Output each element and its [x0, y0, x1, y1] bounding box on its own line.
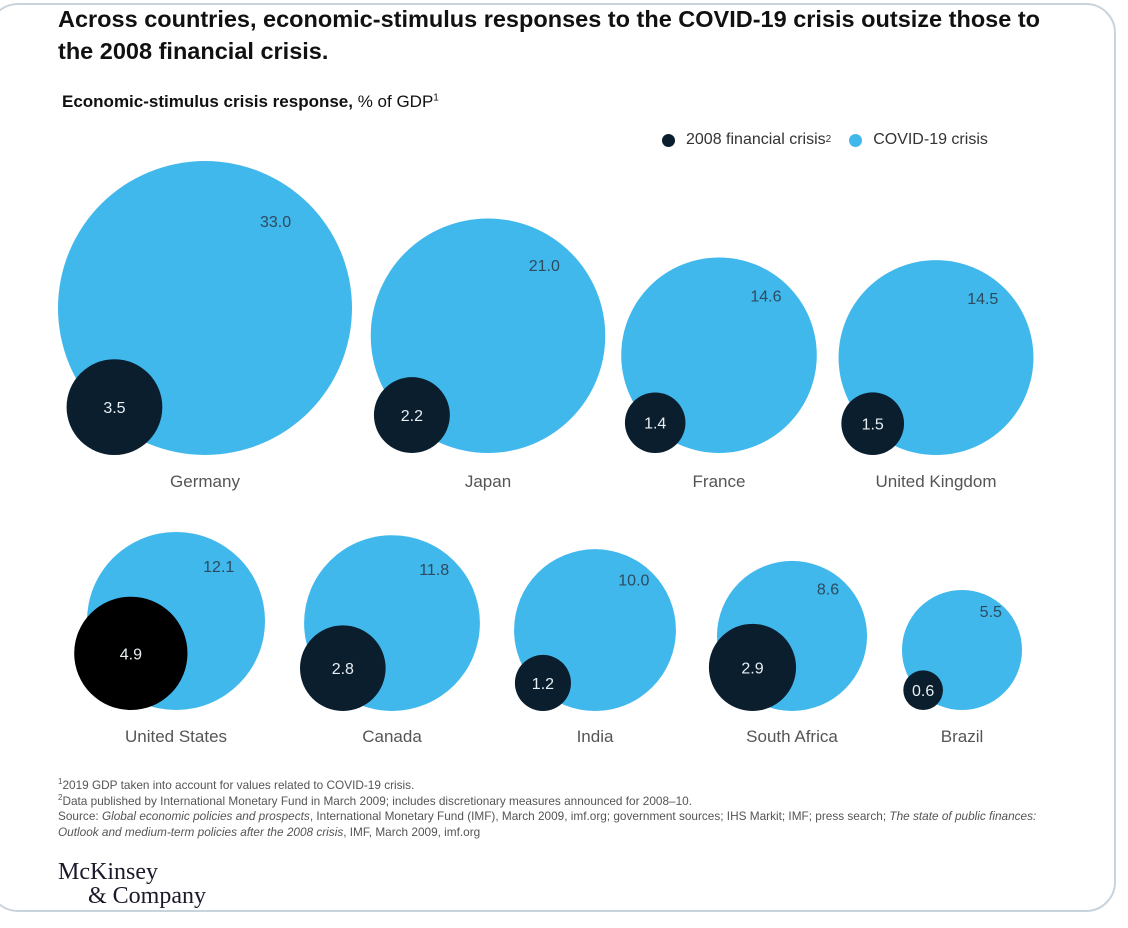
fin2008-bubble-india [514, 654, 571, 711]
footnote-1-marker: 1 [58, 777, 63, 787]
country-label-india: India [577, 727, 614, 746]
country-label-united-states: United States [125, 727, 227, 746]
subtitle-unit: % of GDP [352, 92, 434, 111]
fin2008-value-label-india: 1.2 [532, 676, 554, 693]
footnote-1-text: 2019 GDP taken into account for values r… [62, 778, 415, 792]
footnote-2-marker: 2 [58, 792, 63, 802]
card-frame [0, 3, 1116, 912]
source-mid: , International Monetary Fund (IMF), Mar… [309, 809, 890, 823]
legend-label-2008: 2008 financial crisis [686, 131, 826, 148]
fin2008-value-label-canada: 2.8 [332, 661, 354, 678]
legend-label-covid: COVID-19 crisis [873, 131, 988, 148]
fin2008-value-label-south-africa: 2.9 [741, 660, 763, 677]
fin2008-value-label-united-kingdom: 1.5 [862, 417, 884, 434]
country-label-japan: Japan [465, 472, 511, 491]
covid-value-label-south-africa: 8.6 [817, 582, 839, 599]
chart-title: Across countries, economic-stimulus resp… [58, 6, 1041, 64]
fin2008-bubble-france [624, 392, 686, 453]
fin2008-bubble-united-states [74, 596, 188, 710]
covid-value-label-united-states: 12.1 [203, 559, 234, 576]
subtitle-bold: Economic-stimulus crisis response, [62, 92, 353, 111]
legend-item-2008: 2008 financial crisis 2 [662, 131, 831, 149]
legend-dot-covid-icon [849, 133, 863, 147]
fin2008-value-label-france: 1.4 [644, 416, 666, 433]
country-label-brazil: Brazil [941, 727, 984, 746]
country-label-germany: Germany [170, 472, 240, 491]
country-label-south-africa: South Africa [746, 727, 838, 746]
covid-value-label-japan: 21.0 [529, 258, 560, 275]
footnotes: 12019 GDP taken into account for values … [58, 778, 1068, 840]
covid-value-label-india: 10.0 [618, 573, 649, 590]
fin2008-bubble-united-kingdom [841, 392, 905, 455]
source-title-2: The state of public finances: Outlook an… [58, 809, 1037, 839]
footnote-1: 12019 GDP taken into account for values … [58, 778, 1068, 794]
logo-line-1: McKinsey [58, 859, 158, 885]
source-prefix: Source: [58, 809, 102, 823]
footnote-2-text: Data published by International Monetary… [62, 793, 693, 808]
subtitle-footnote-marker: 1 [433, 92, 439, 104]
source-note: Source: Global economic policies and pro… [58, 809, 1068, 840]
source-title-1: Global economic policies and prospects [101, 809, 310, 823]
legend-dot-2008-icon [662, 133, 675, 147]
covid-value-label-canada: 11.8 [419, 562, 449, 579]
source-end: , IMF, March 2009, imf.org [343, 824, 481, 839]
fin2008-bubble-brazil [903, 670, 943, 710]
fin2008-value-label-germany: 3.5 [103, 400, 125, 417]
legend: 2008 financial crisis 2 COVID-19 crisis [662, 131, 1006, 149]
covid-value-label-france: 14.6 [750, 288, 781, 305]
fin2008-bubble-germany [66, 359, 163, 455]
covid-value-label-brazil: 5.5 [980, 604, 1002, 621]
footnote-2: 2Data published by International Monetar… [58, 792, 1068, 810]
country-label-france: France [693, 472, 746, 491]
country-label-canada: Canada [362, 727, 422, 746]
fin2008-value-label-japan: 2.2 [401, 408, 423, 425]
mckinsey-logo: McKinsey & Company [58, 860, 206, 908]
fin2008-value-label-united-states: 4.9 [120, 646, 142, 663]
country-label-united-kingdom: United Kingdom [876, 472, 997, 491]
covid-value-label-germany: 33.0 [260, 214, 291, 231]
fin2008-bubble-japan [373, 377, 450, 453]
fin2008-bubble-south-africa [708, 623, 797, 711]
covid-value-label-united-kingdom: 14.5 [967, 291, 998, 308]
fin2008-bubble-canada [299, 625, 386, 711]
chart-subtitle: Economic-stimulus crisis response, % of … [62, 92, 439, 112]
logo-line-2: & Company [88, 883, 206, 909]
fin2008-value-label-brazil: 0.6 [912, 683, 934, 700]
legend-item-covid: COVID-19 crisis [849, 131, 988, 149]
